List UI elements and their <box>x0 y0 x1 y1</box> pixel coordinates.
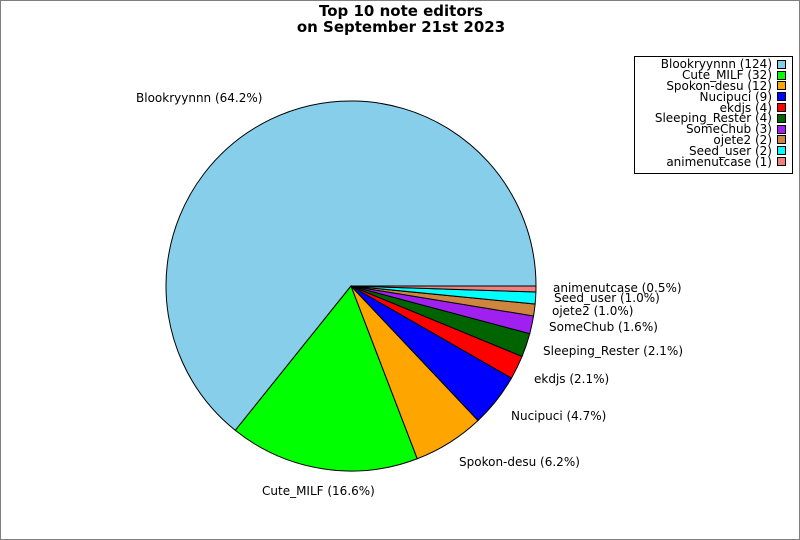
legend-label: Cute_MILF (32) <box>682 68 772 83</box>
legend-label: ekdjs (4) <box>719 100 772 115</box>
legend-item-nucipuci: Nucipuci (9) <box>635 89 786 104</box>
legend-item-ekdjs: ekdjs (4) <box>635 100 786 115</box>
legend-label: animenutcase (1) <box>666 154 772 169</box>
legend-item-cute-milf: Cute_MILF (32) <box>635 68 786 83</box>
slice-label-cute-milf: Cute_MILF (16.6%) <box>262 484 375 498</box>
slice-label-sleeping-rester: Sleeping_Rester (2.1%) <box>543 344 683 358</box>
chart-title: Top 10 note editors on September 21st 20… <box>1 2 799 36</box>
legend-label: Nucipuci (9) <box>699 89 772 104</box>
legend-item-seed-user: Seed_user (2) <box>635 143 786 158</box>
legend-swatch <box>777 135 786 145</box>
legend-swatch <box>777 92 786 102</box>
legend-item-blookryynnn: Blookryynnn (124) <box>635 57 786 72</box>
legend-item-animenutcase: animenutcase (1) <box>635 154 786 169</box>
legend-label: Sleeping_Rester (4) <box>654 111 772 126</box>
legend-item-ojete2: ojete2 (2) <box>635 132 786 147</box>
legend-swatch <box>777 157 786 167</box>
legend-swatch <box>777 59 786 69</box>
legend-swatch <box>777 103 786 113</box>
slice-label-spokon-desu: Spokon-desu (6.2%) <box>459 455 580 469</box>
slice-label-nucipuci: Nucipuci (4.7%) <box>511 409 606 423</box>
chart-title-line-2: on September 21st 2023 <box>296 18 506 36</box>
legend-swatch <box>777 81 786 91</box>
legend-label: Blookryynnn (124) <box>660 57 772 72</box>
legend-swatch <box>777 113 786 123</box>
legend-label: Spokon-desu (12) <box>666 78 772 93</box>
slice-label-ekdjs: ekdjs (2.1%) <box>534 372 609 386</box>
legend-swatch <box>777 146 786 156</box>
legend-swatch <box>777 70 786 80</box>
legend-swatch <box>777 124 786 134</box>
slice-label-animenutcase: animenutcase (0.5%) <box>553 281 682 295</box>
legend-label: ojete2 (2) <box>713 132 772 147</box>
chart-title-line-1: Top 10 note editors <box>318 2 483 20</box>
slice-label-ojete2: ojete2 (1.0%) <box>552 304 633 318</box>
pie-slice-animenutcase <box>350 285 537 293</box>
slice-label-seed-user: Seed_user (1.0%) <box>554 291 660 305</box>
slice-label-somechub: SomeChub (1.6%) <box>549 320 658 334</box>
slice-label-blookryynnn: Blookryynnn (64.2%) <box>136 91 262 105</box>
legend-item-somechub: SomeChub (3) <box>635 122 786 137</box>
legend-label: Seed_user (2) <box>689 143 772 158</box>
pie-slice-cute-milf <box>234 285 418 472</box>
pie-slice-blookryynnn <box>165 100 537 432</box>
legend: Blookryynnn (124) Cute_MILF (32) Spokon-de… <box>634 56 793 174</box>
legend-item-spokon-desu: Spokon-desu (12) <box>635 78 786 93</box>
legend-label: SomeChub (3) <box>685 122 772 137</box>
legend-item-sleeping-rester: Sleeping_Rester (4) <box>635 111 786 126</box>
